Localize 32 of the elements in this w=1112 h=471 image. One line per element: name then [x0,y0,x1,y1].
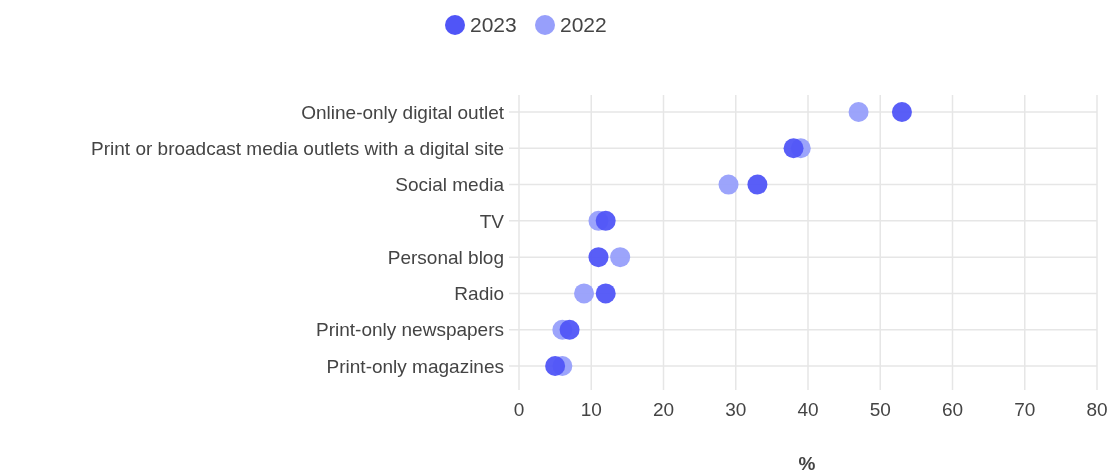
x-tick-label: 10 [580,399,602,420]
point [891,102,912,122]
x-tick-label: 0 [513,399,525,420]
point [610,247,631,268]
point [559,319,580,340]
legend-label: 2023 [470,13,517,37]
x-tick-label: 50 [869,399,891,420]
y-tick-label: Print or broadcast media outlets with a digital site [91,137,504,159]
y-tick-label: Radio [454,283,504,305]
x-tick-label: 60 [941,399,964,420]
point [588,247,609,268]
point [783,138,804,159]
point [545,356,566,376]
legend-label: 2022 [560,13,607,37]
point [574,283,595,304]
x-axis-title: % [798,453,816,471]
x-tick-label: 70 [1014,399,1036,420]
point [747,174,768,195]
x-tick-label: 80 [1086,399,1108,420]
y-tick-label: Social media [395,174,505,196]
y-tick-label: Online-only digital outlet [301,101,505,123]
point [718,174,739,195]
y-tick-label: Personal blog [387,246,504,268]
x-tick-label: 30 [725,399,747,420]
x-tick-label: 20 [652,399,675,420]
point [595,210,616,231]
point [848,102,869,122]
x-tick-label: 40 [797,399,819,420]
y-tick-label: Print-only magazines [326,355,504,377]
point [595,283,616,304]
y-tick-label: Print-only newspapers [316,319,504,341]
y-tick-label: TV [479,210,505,232]
